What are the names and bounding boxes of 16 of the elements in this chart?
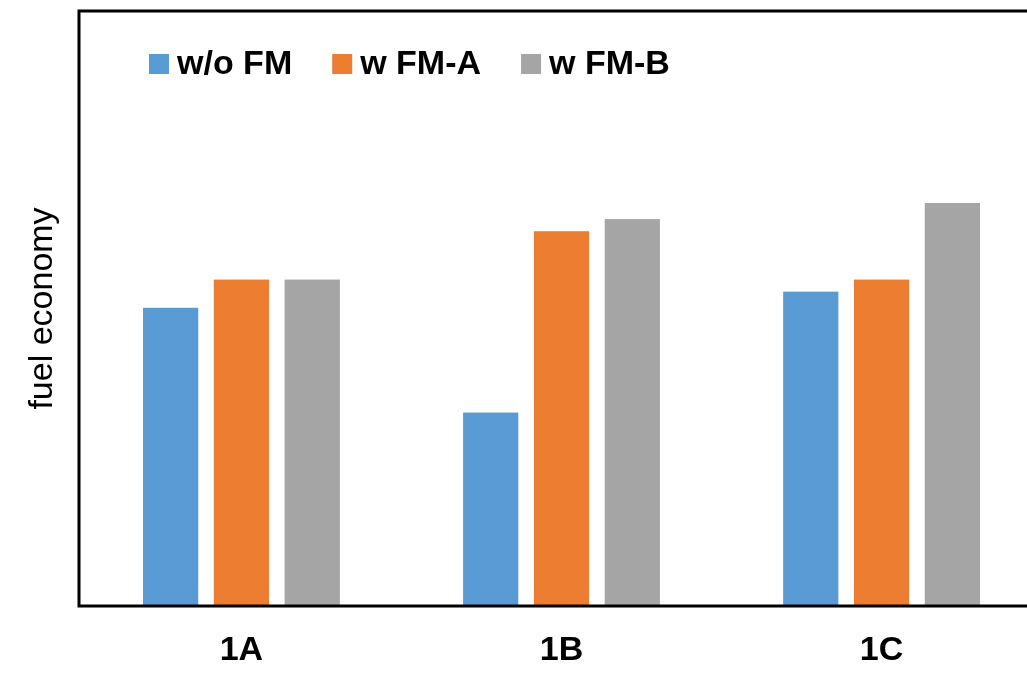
legend-label: w FM-B <box>548 43 670 81</box>
bar <box>143 307 199 606</box>
bar <box>533 231 590 606</box>
bar <box>853 279 910 606</box>
bar <box>604 219 660 606</box>
x-tick-label: 1C <box>859 629 904 668</box>
bar <box>213 279 270 606</box>
bar <box>284 279 340 606</box>
x-tick-label: 1A <box>219 629 264 668</box>
x-tick-label: 1B <box>539 629 584 668</box>
bar <box>463 412 519 606</box>
legend-label: w FM-A <box>359 43 482 81</box>
bar <box>783 291 839 606</box>
legend-label: w/o FM <box>176 43 293 81</box>
y-axis-title: fuel economy <box>21 207 59 410</box>
bar <box>924 203 980 606</box>
